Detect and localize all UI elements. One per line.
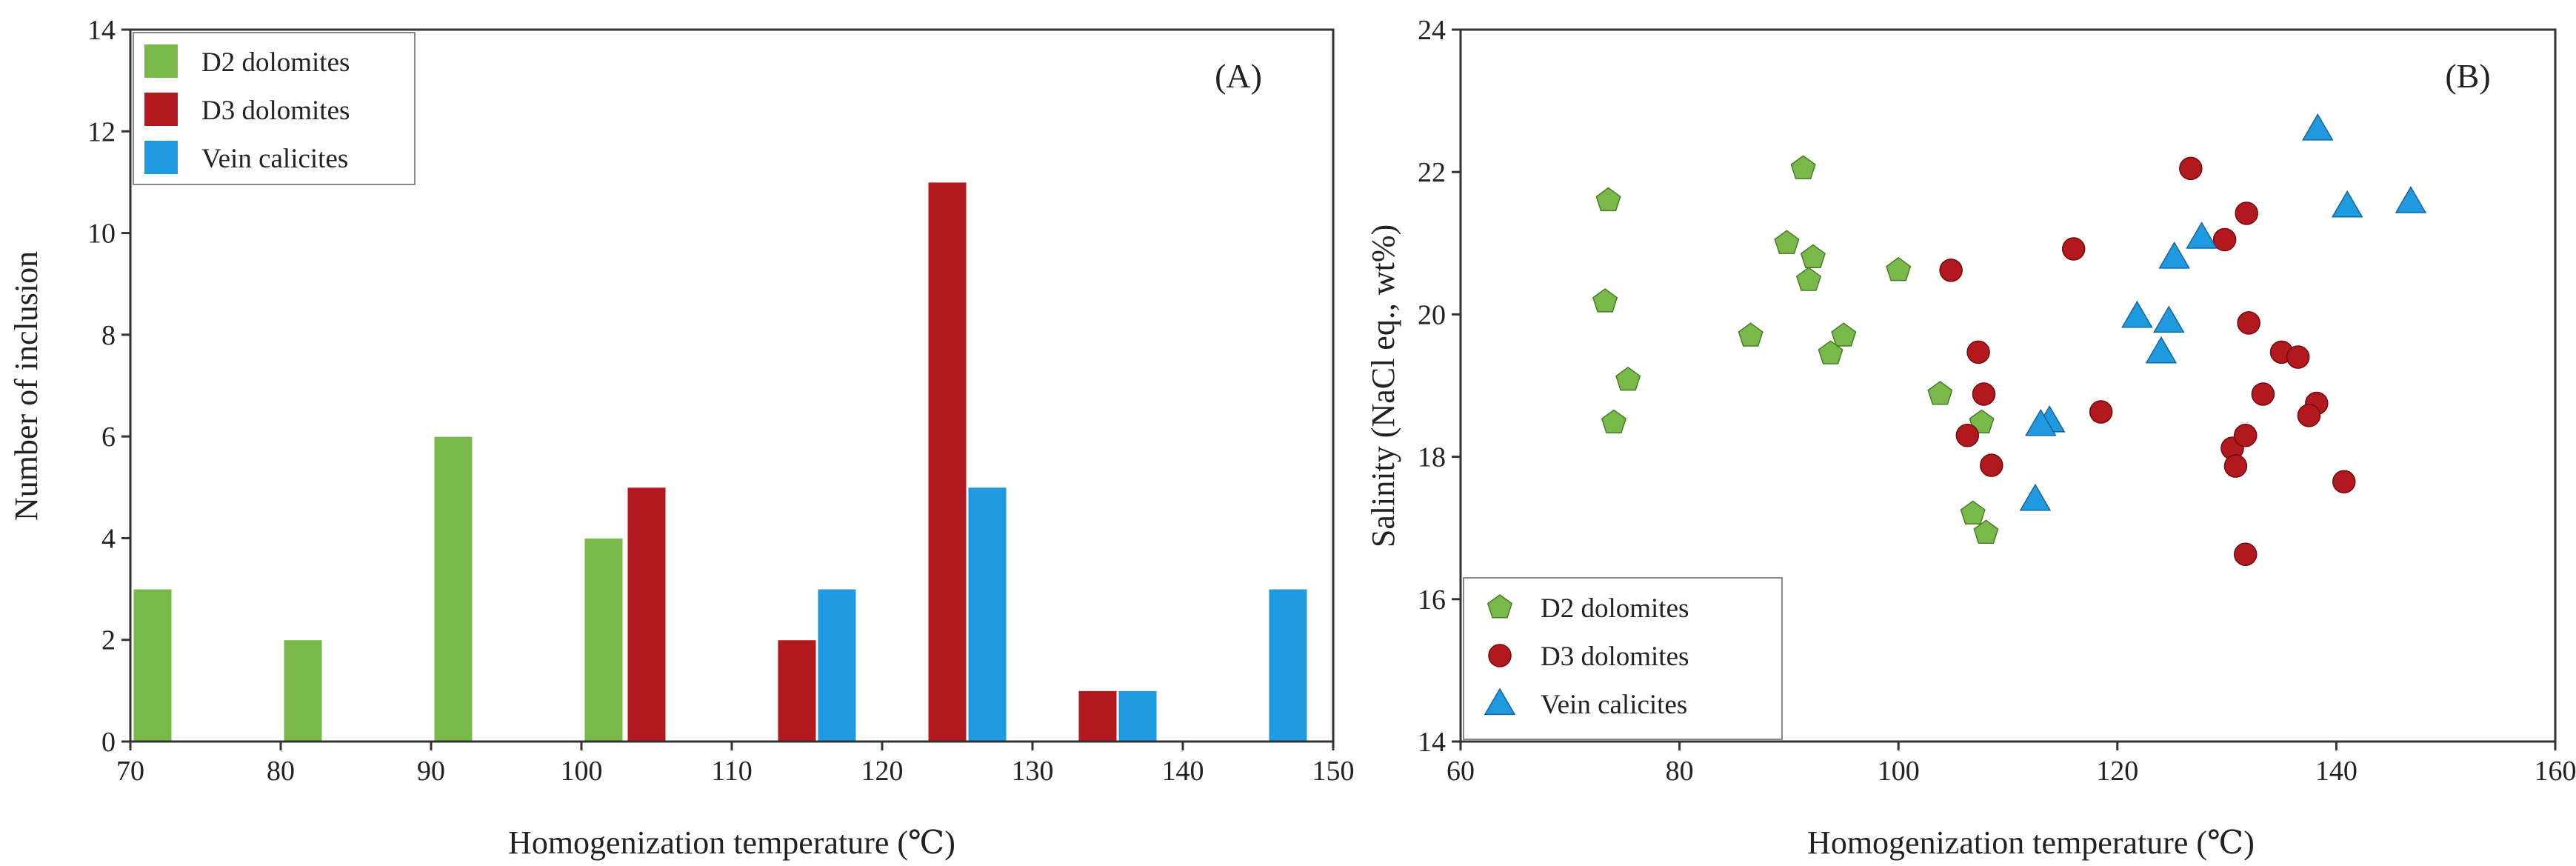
histogram-bar-d3 bbox=[778, 640, 816, 742]
scatter-point-d3 bbox=[2298, 404, 2320, 427]
scatter-y-axis-title: Salinity (NaCl eq., wt%) bbox=[1365, 224, 1401, 547]
histogram-y-tick-label: 8 bbox=[101, 320, 116, 351]
scatter-x-tick-label: 100 bbox=[1878, 756, 1920, 787]
histogram-y-tick-label: 4 bbox=[101, 523, 116, 554]
scatter-point-d3 bbox=[2180, 157, 2202, 179]
histogram-bar-vein bbox=[1118, 690, 1157, 742]
scatter-point-d3 bbox=[2287, 346, 2309, 368]
scatter-point-d3 bbox=[1967, 341, 1989, 363]
histogram-bar-vein bbox=[818, 589, 856, 742]
scatter-point-d3 bbox=[2224, 455, 2246, 477]
scatter-legend-label-d2: D2 dolomites bbox=[1541, 593, 1689, 624]
histogram-x-tick-label: 120 bbox=[861, 756, 904, 787]
scatter-point-d3 bbox=[2235, 424, 2257, 447]
histogram-x-tick-label: 100 bbox=[561, 756, 603, 787]
histogram-x-tick-label: 70 bbox=[116, 756, 144, 787]
scatter-point-d3 bbox=[2235, 543, 2257, 565]
histogram-legend-label-d2: D2 dolomites bbox=[201, 47, 350, 78]
histogram-legend-label-vein: Vein calicites bbox=[201, 144, 348, 174]
scatter-x-tick-label: 140 bbox=[2315, 756, 2358, 787]
histogram-x-tick-label: 150 bbox=[1312, 756, 1355, 787]
scatter-x-axis-title: Homogenization temperature (℃) bbox=[1807, 825, 2255, 861]
scatter-y-tick-label: 20 bbox=[1418, 299, 1446, 330]
scatter-point-d3 bbox=[1972, 383, 1995, 405]
histogram-x-tick-label: 130 bbox=[1012, 756, 1054, 787]
histogram-legend-swatch-d2 bbox=[144, 44, 178, 78]
scatter-y-tick-label: 18 bbox=[1418, 442, 1446, 473]
histogram-bar-d2 bbox=[434, 436, 473, 742]
scatter-x-tick-label: 120 bbox=[2096, 756, 2138, 787]
scatter-point-d3 bbox=[2238, 312, 2260, 334]
histogram-y-axis-title: Number of inclusion bbox=[8, 251, 44, 521]
histogram-bar-d2 bbox=[584, 538, 623, 742]
scatter-legend-label-d3: D3 dolomites bbox=[1541, 642, 1689, 672]
scatter-x-tick-label: 160 bbox=[2535, 756, 2576, 787]
scatter-y-tick-label: 14 bbox=[1418, 727, 1446, 758]
scatter-point-d3 bbox=[2252, 383, 2274, 405]
scatter-point-d3 bbox=[2063, 238, 2085, 260]
histogram-x-tick-label: 80 bbox=[267, 756, 295, 787]
histogram-y-tick-label: 14 bbox=[87, 15, 116, 46]
histogram-y-tick-label: 0 bbox=[101, 727, 116, 758]
histogram-panel-label: (A) bbox=[1215, 57, 1262, 95]
histogram-legend: D2 dolomites D3 dolomites Vein calicites bbox=[133, 33, 415, 184]
histogram-x-tick-label: 90 bbox=[417, 756, 445, 787]
scatter-x-tick-label: 80 bbox=[1666, 756, 1694, 787]
scatter-point-d3 bbox=[1940, 259, 1962, 282]
scatter-x-tick-label: 60 bbox=[1447, 756, 1475, 787]
histogram-bar-d3 bbox=[928, 182, 967, 742]
histogram-bar-d3 bbox=[1078, 690, 1117, 742]
scatter-y-tick-label: 24 bbox=[1418, 15, 1446, 46]
scatter-y-tick-label: 22 bbox=[1418, 157, 1446, 188]
scatter-point-d3 bbox=[2214, 228, 2236, 250]
histogram-y-tick-label: 10 bbox=[87, 219, 116, 250]
scatter-point-d3 bbox=[1981, 454, 2003, 476]
histogram-x-tick-label: 140 bbox=[1162, 756, 1204, 787]
scatter-y-tick-label: 16 bbox=[1418, 584, 1446, 616]
scatter-point-d3 bbox=[2333, 470, 2355, 493]
scatter-point-d3 bbox=[1956, 424, 1978, 447]
histogram-legend-label-d3: D3 dolomites bbox=[201, 96, 350, 126]
scatter-panel-label: (B) bbox=[2445, 57, 2490, 95]
histogram-legend-swatch-vein bbox=[144, 141, 178, 174]
histogram-legend-swatch-d3 bbox=[144, 93, 178, 126]
histogram-y-tick-label: 2 bbox=[101, 625, 116, 656]
scatter-legend-label-vein: Vein calicites bbox=[1541, 690, 1687, 720]
histogram-y-tick-label: 12 bbox=[87, 116, 116, 147]
scatter-legend: D2 dolomites D3 dolomites Vein calicites bbox=[1464, 578, 1782, 739]
scatter-point-d3 bbox=[2235, 202, 2258, 224]
histogram-bar-vein bbox=[968, 487, 1007, 742]
histogram-x-tick-label: 110 bbox=[711, 756, 753, 787]
scatter-point-d3 bbox=[2090, 401, 2112, 423]
scatter-legend-marker-d3 bbox=[1489, 644, 1511, 667]
histogram-y-tick-label: 6 bbox=[101, 422, 116, 453]
histogram-x-axis-title: Homogenization temperature (℃) bbox=[508, 825, 955, 861]
histogram-bar-vein bbox=[1269, 589, 1307, 742]
histogram-bar-d3 bbox=[627, 487, 666, 742]
histogram-bar-d2 bbox=[284, 640, 322, 742]
histogram-bar-d2 bbox=[133, 589, 172, 742]
